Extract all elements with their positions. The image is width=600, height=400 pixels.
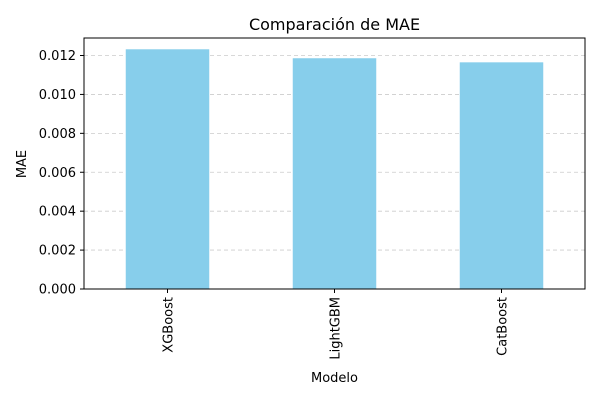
y-tick-label: 0.006 [39,166,76,181]
chart-title: Comparación de MAE [249,15,420,34]
x-axis-label: Modelo [311,371,358,386]
y-tick-label: 0.004 [39,205,76,220]
y-tick-label: 0.008 [39,127,76,142]
y-tick-label: 0.002 [39,244,76,259]
x-tick-label-lightgbm: LightGBM [329,297,344,360]
bar-lightgbm [292,58,377,290]
bar-catboost [459,62,544,290]
x-tick-label-catboost: CatBoost [496,297,511,356]
bars [125,49,544,290]
bar-xgboost [125,49,210,289]
y-tick-label: 0.012 [39,49,76,64]
y-tick-label: 0.010 [39,88,76,103]
y-tick-label: 0.000 [39,283,76,298]
x-axis-ticks: XGBoost LightGBM CatBoost [162,289,511,360]
x-tick-label-xgboost: XGBoost [162,297,177,353]
y-axis-label: MAE [15,150,30,178]
y-axis-ticks: 0.000 0.002 0.004 0.006 0.008 0.010 0.012 [39,49,84,298]
